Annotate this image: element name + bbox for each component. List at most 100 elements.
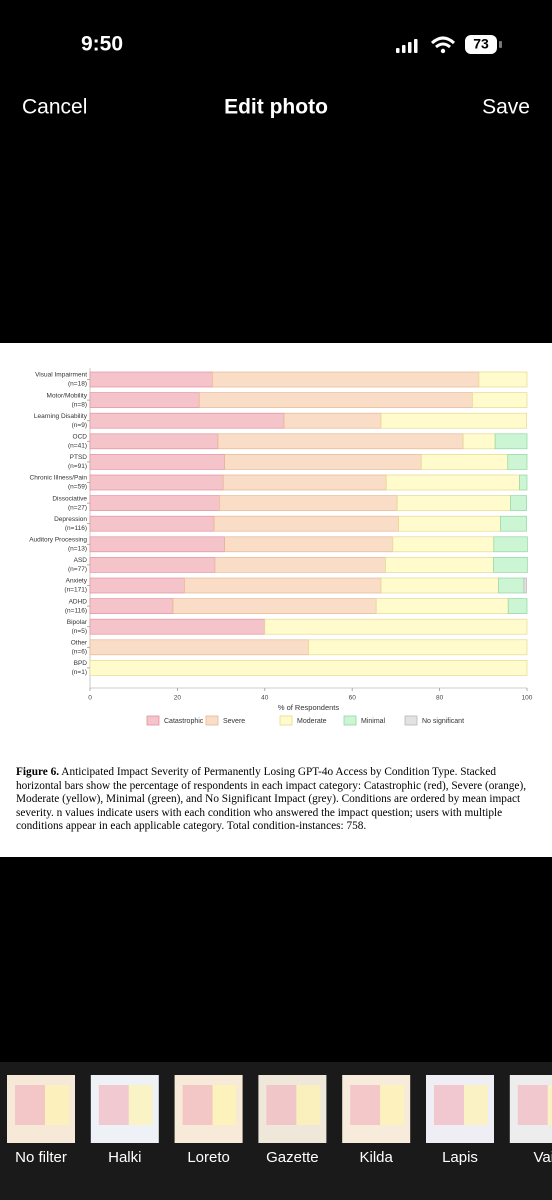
filter-option[interactable]: Kilda [342, 1075, 411, 1166]
bar-segment [89, 412, 285, 429]
bar-segment [89, 598, 174, 614]
thumbnail-bars [547, 1085, 552, 1125]
y-tick-label: Motor/Mobility [47, 392, 88, 399]
bar-segment [89, 392, 200, 408]
legend-label: Severe [223, 718, 245, 725]
thumbnail-bars [45, 1085, 69, 1125]
filter-label: Gazette [266, 1149, 319, 1166]
filter-option[interactable]: Vai [509, 1075, 552, 1166]
bar-segment [398, 515, 501, 532]
bar-segment [89, 371, 213, 388]
y-tick-label: Depression [54, 516, 87, 523]
y-tick-count: (n=91) [68, 463, 87, 470]
y-tick-count: (n=6) [72, 649, 87, 656]
bar-segment [380, 577, 499, 594]
bar-segment [89, 618, 266, 635]
thumbnail-bars [380, 1085, 405, 1125]
y-tick-label: Chronic Illness/Pain [30, 475, 88, 482]
bar-segment [498, 577, 525, 594]
y-tick-count: (n=27) [68, 504, 87, 511]
bar-segment [510, 495, 527, 511]
save-button[interactable]: Save [482, 96, 530, 119]
x-tick-label: 60 [349, 695, 357, 702]
bar-segment [392, 536, 495, 553]
legend-swatch [404, 715, 418, 726]
legend-label: Moderate [297, 718, 327, 725]
filter-option[interactable]: No filter [7, 1075, 75, 1166]
y-tick-count: (n=116) [65, 607, 87, 614]
clock: 9:50 [81, 33, 123, 56]
bar-segment [507, 598, 528, 614]
bar-segment [523, 577, 527, 594]
y-tick-label: ADHD [69, 598, 88, 605]
cancel-button[interactable]: Cancel [22, 96, 87, 119]
bar-segment [213, 515, 399, 532]
filter-label: Loreto [187, 1149, 230, 1166]
header-title: Edit photo [224, 96, 328, 119]
bar-segment [499, 515, 527, 532]
bar-segment [89, 660, 528, 676]
bar-segment [222, 474, 387, 491]
y-tick-count: (n=9) [72, 422, 87, 429]
bar-segment [519, 474, 528, 491]
signal-icon [396, 39, 418, 53]
filter-option[interactable]: Lapis [426, 1075, 494, 1166]
y-tick-label: Visual Impairment [35, 372, 87, 379]
filter-option[interactable]: Halki [90, 1075, 159, 1166]
figure-caption: Figure 6. Anticipated Impact Severity of… [16, 766, 538, 834]
bar-segment [184, 577, 382, 594]
x-tick-label: 40 [261, 695, 269, 702]
thumbnail-bars [350, 1085, 381, 1125]
legend-swatch [279, 715, 293, 726]
thumbnail-bars [98, 1085, 129, 1125]
filter-label: Lapis [442, 1149, 478, 1166]
thumbnail-bars [128, 1085, 153, 1125]
thumbnail-bars [517, 1085, 548, 1125]
thumbnail-bars [212, 1085, 237, 1125]
bar-segment [219, 495, 398, 511]
legend-label: Catastrophic [164, 718, 204, 725]
y-tick-label: PTSD [70, 454, 88, 461]
y-tick-count: (n=18) [68, 381, 87, 388]
bar-segment [89, 639, 309, 656]
bar-segment [493, 557, 528, 573]
bar-segment [89, 577, 185, 594]
y-tick-count: (n=1) [72, 669, 87, 676]
bar-segment [224, 536, 394, 553]
bar-segment [494, 433, 528, 450]
wifi-icon [430, 36, 456, 49]
y-tick-label: Auditory Processing [29, 537, 87, 544]
bar-segment [308, 639, 528, 656]
thumbnail-bars [434, 1085, 464, 1125]
caption-text: Anticipated Impact Severity of Permanent… [16, 766, 527, 832]
bar-segment [283, 412, 382, 429]
thumbnail-bars [296, 1085, 321, 1125]
bar-segment [478, 371, 528, 388]
y-tick-count: (n=8) [72, 401, 87, 408]
bar-segment [89, 495, 220, 511]
y-tick-label: Learning Disability [34, 413, 88, 420]
bar-segment [472, 392, 528, 408]
bar-segment [89, 454, 225, 470]
bar-segment [172, 598, 377, 614]
y-tick-label: Other [71, 640, 88, 647]
x-tick-label: 100 [522, 695, 533, 702]
bar-segment [493, 536, 528, 553]
filter-option[interactable]: Loreto [174, 1075, 243, 1166]
x-tick-label: 20 [174, 695, 182, 702]
y-tick-label: ASD [74, 557, 88, 564]
bar-segment [89, 474, 224, 491]
thumbnail-bars [266, 1085, 297, 1125]
y-tick-count: (n=5) [72, 628, 87, 635]
caption-label: Figure 6. [16, 766, 60, 778]
y-tick-count: (n=116) [65, 525, 87, 532]
thumbnail-bars [182, 1085, 213, 1125]
y-tick-count: (n=59) [68, 484, 87, 491]
x-tick-label: 0 [88, 695, 92, 702]
y-tick-label: Anxiety [66, 578, 88, 585]
filter-option[interactable]: Gazette [258, 1075, 327, 1166]
bar-segment [396, 495, 511, 511]
filter-label: No filter [15, 1149, 67, 1166]
